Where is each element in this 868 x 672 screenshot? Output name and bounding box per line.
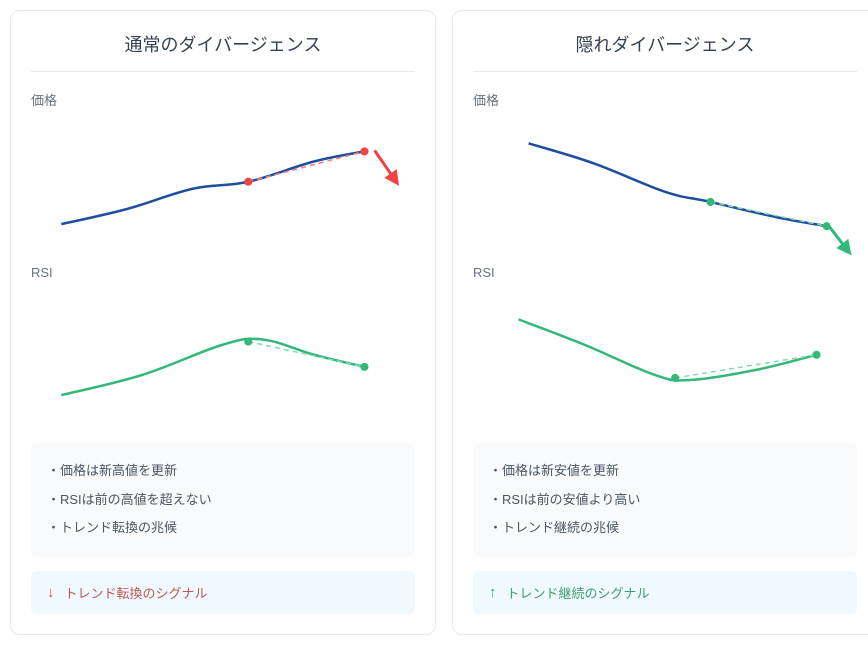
note-item: ・トレンド転換の兆候 [47, 514, 399, 543]
note-item: ・RSIは前の高値を超えない [47, 486, 399, 515]
card-regular-divergence: 通常のダイバージェンス 価格 RSI [10, 10, 436, 635]
trend-arrow [830, 227, 847, 249]
rsi-label: RSI [473, 265, 857, 280]
price-marker-2 [360, 147, 368, 155]
price-marker-1 [706, 198, 714, 206]
rsi-svg [31, 284, 415, 425]
rsi-marker-2 [360, 362, 368, 370]
rsi-svg [473, 284, 857, 425]
card-hidden-divergence: 隠れダイバージェンス 価格 RSI [452, 10, 868, 635]
rsi-label: RSI [31, 265, 415, 280]
price-svg [473, 113, 857, 265]
note-item: ・トレンド継続の兆候 [489, 514, 841, 543]
note-item: ・価格は新安値を更新 [489, 457, 841, 486]
notes-box: ・価格は新安値を更新 ・RSIは前の安値より高い ・トレンド継続の兆候 [473, 443, 857, 557]
rsi-line [518, 319, 816, 380]
signal-box: ↑ トレンド継続のシグナル [473, 571, 857, 614]
rsi-marker-2 [813, 350, 821, 358]
rsi-marker-1 [671, 374, 679, 382]
arrow-up-icon: ↑ [489, 584, 497, 601]
rsi-marker-1 [244, 337, 252, 345]
price-line [529, 143, 827, 226]
trend-arrow [375, 150, 395, 179]
signal-text: トレンド転換のシグナル [65, 583, 208, 602]
arrow-down-icon: ↓ [47, 584, 55, 601]
note-item: ・RSIは前の安値より高い [489, 486, 841, 515]
card-title: 通常のダイバージェンス [31, 31, 415, 72]
price-label: 価格 [31, 90, 415, 109]
price-chart [31, 113, 415, 265]
note-item: ・価格は新高値を更新 [47, 457, 399, 486]
rsi-chart [473, 284, 857, 425]
price-marker-1 [244, 178, 252, 186]
rsi-dash [248, 341, 364, 366]
rsi-line [61, 338, 364, 394]
price-svg [31, 113, 415, 265]
price-line [61, 151, 364, 224]
signal-box: ↓ トレンド転換のシグナル [31, 571, 415, 614]
price-label: 価格 [473, 90, 857, 109]
divergence-container: 通常のダイバージェンス 価格 RSI [10, 10, 868, 635]
rsi-chart [31, 284, 415, 425]
notes-box: ・価格は新高値を更新 ・RSIは前の高値を超えない ・トレンド転換の兆候 [31, 443, 415, 557]
rsi-dash [675, 354, 816, 377]
signal-text: トレンド継続のシグナル [507, 583, 650, 602]
price-chart [473, 113, 857, 265]
card-title: 隠れダイバージェンス [473, 31, 857, 72]
